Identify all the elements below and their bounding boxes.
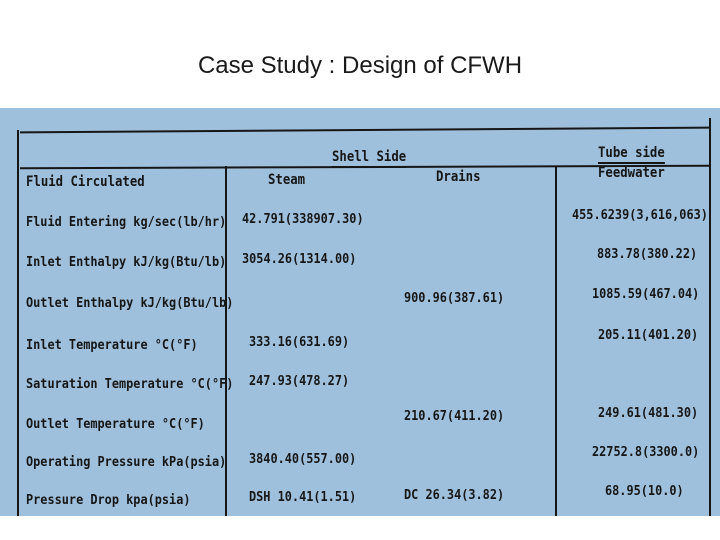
- cell-steam: DSH 10.41(1.51): [249, 489, 357, 505]
- cell-steam: 3840.40(557.00): [249, 451, 357, 467]
- drains-header: Drains: [436, 169, 481, 185]
- cell-drains: 210.67(411.20): [404, 408, 505, 424]
- shell-side-header-text: Shell Side: [332, 149, 407, 168]
- cell-tube: 1085.59(467.04): [592, 286, 700, 302]
- top-rule: [20, 126, 710, 134]
- tube-side-header: Tube side: [598, 145, 665, 164]
- steam-header: Steam: [268, 172, 306, 188]
- cell-steam: 3054.26(1314.00): [242, 251, 357, 267]
- shell-side-header: Shell Side: [332, 149, 407, 168]
- row-label-outlet-temperature: Outlet Temperature °C(°F): [26, 416, 205, 432]
- fluid-circulated-header: Fluid Circulated: [26, 174, 145, 190]
- shell-tube-rule: [555, 166, 557, 516]
- label-column-rule: [225, 166, 227, 516]
- row-label-operating-pressure: Operating Pressure kPa(psia): [26, 454, 227, 470]
- cell-steam: 247.93(478.27): [249, 373, 350, 389]
- left-rule: [17, 130, 19, 516]
- row-label-pressure-drop: Pressure Drop kpa(psia): [26, 492, 191, 508]
- row-label-fluid-entering: Fluid Entering kg/sec(lb/hr): [26, 214, 227, 230]
- cell-steam: 42.791(338907.30): [242, 211, 364, 227]
- row-label-inlet-temperature: Inlet Temperature °C(°F): [26, 337, 198, 353]
- tube-side-header-text: Tube side: [598, 145, 665, 164]
- row-label-outlet-enthalpy: Outlet Enthalpy kJ/kg(Btu/lb): [26, 295, 234, 311]
- cell-tube: 205.11(401.20): [598, 327, 699, 343]
- row-label-saturation-temperature: Saturation Temperature °C(°F): [26, 376, 234, 392]
- slide-title: Case Study : Design of CFWH: [197, 52, 523, 79]
- cell-tube: 249.61(481.30): [598, 405, 699, 421]
- cell-steam: 333.16(631.69): [249, 334, 350, 350]
- cell-tube: 455.6239(3,616,063): [572, 207, 708, 223]
- cell-drains: DC 26.34(3.82): [404, 487, 505, 503]
- scanned-table: Shell Side Tube side Fluid Circulated St…: [0, 108, 720, 516]
- feedwater-header: Feedwater: [598, 165, 665, 181]
- right-rule: [709, 118, 711, 516]
- row-label-inlet-enthalpy: Inlet Enthalpy kJ/kg(Btu/lb): [26, 254, 227, 270]
- cell-drains: 900.96(387.61): [404, 290, 505, 306]
- cell-tube: 883.78(380.22): [597, 246, 698, 262]
- cell-tube: 22752.8(3300.0): [592, 444, 700, 460]
- cell-tube: 68.95(10.0): [605, 483, 684, 499]
